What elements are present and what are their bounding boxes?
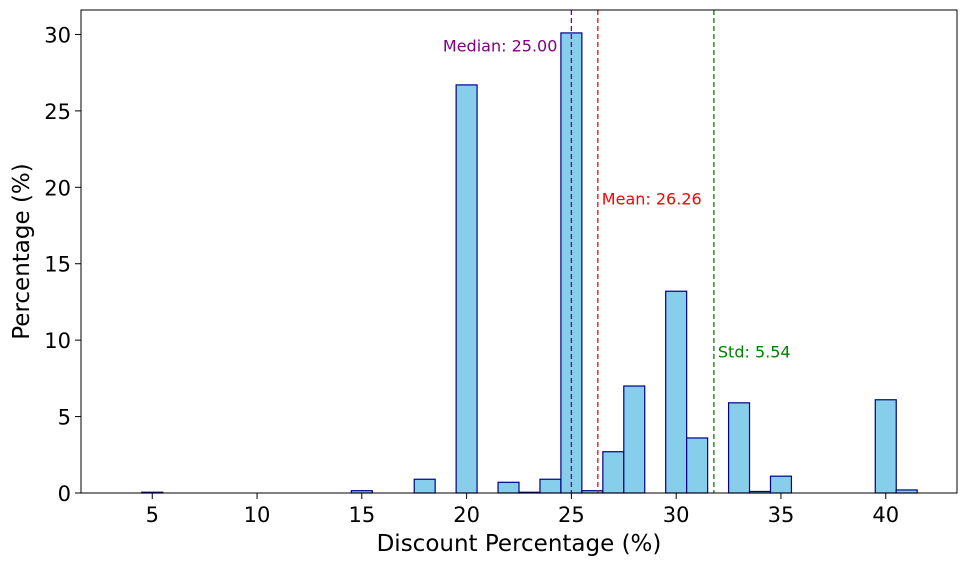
y-tick-label: 10	[44, 329, 71, 353]
reference-line-label: Median: 25.00	[443, 37, 557, 56]
histogram-bar	[874, 399, 897, 494]
histogram-bar	[623, 385, 646, 494]
histogram-bar	[497, 481, 520, 494]
x-tick-label: 10	[244, 503, 271, 527]
reference-line-label: Mean: 26.26	[602, 190, 702, 209]
histogram-bar	[539, 478, 562, 494]
x-tick-label: 15	[348, 503, 375, 527]
x-axis-ticks: 5 10 15 20 25 30 35 40	[146, 493, 899, 527]
bars-layer	[141, 32, 918, 494]
y-tick-label: 20	[44, 176, 71, 200]
reference-lines-layer: Median: 25.00 Mean: 26.26 Std: 5.54	[443, 10, 791, 493]
histogram-bar	[455, 84, 478, 494]
y-tick-label: 15	[44, 253, 71, 277]
x-tick-label: 25	[558, 503, 585, 527]
x-tick-label: 30	[663, 503, 690, 527]
y-axis-ticks: 0 5 10 15 20 25 30	[44, 23, 81, 506]
x-tick-label: 35	[768, 503, 795, 527]
histogram-bar	[602, 451, 625, 494]
y-tick-label: 30	[44, 23, 71, 47]
histogram-bar	[665, 290, 688, 494]
x-tick-label: 5	[146, 503, 159, 527]
x-tick-label: 40	[872, 503, 899, 527]
y-tick-label: 25	[44, 100, 71, 124]
histogram-bar	[769, 475, 793, 494]
plot-frame	[80, 9, 958, 494]
histogram-bar	[727, 402, 751, 494]
y-tick-label: 5	[58, 406, 71, 430]
histogram-bar	[686, 437, 709, 494]
x-tick-label: 20	[453, 503, 480, 527]
y-tick-label: 0	[58, 482, 71, 506]
y-axis-label: Percentage (%)	[9, 163, 35, 340]
reference-line-label: Std: 5.54	[718, 342, 791, 361]
x-axis-label: Discount Percentage (%)	[377, 531, 662, 557]
histogram-bar	[413, 478, 436, 494]
